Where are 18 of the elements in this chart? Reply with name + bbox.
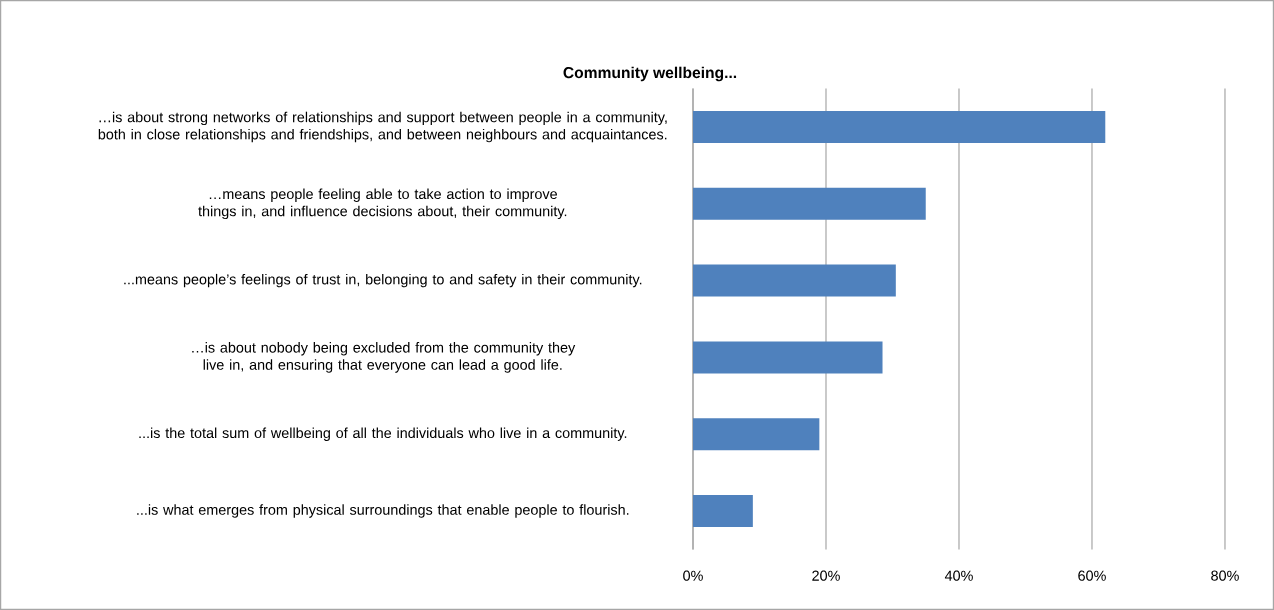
x-tick-label: 40%	[944, 570, 973, 581]
bar	[693, 264, 896, 297]
y-tick-label: ...is the total sum of wellbeing of all the individuals who live in a community.	[139, 427, 627, 441]
y-tick-label: …is about nobody being excluded from the community they live in, and ensuring that everyone can lead a good life.	[192, 342, 576, 373]
bar	[693, 418, 820, 451]
x-tick-label: 20%	[812, 570, 840, 581]
chart-title: Community wellbeing...	[563, 66, 737, 82]
bar	[693, 187, 926, 220]
x-tick-label: 80%	[1211, 570, 1239, 581]
bar	[693, 111, 1106, 144]
y-tick-label: …is about strong networks of relationships and support between people in a community, both in close relationships and friendships, and between neighbours and acquaintances.	[98, 111, 667, 143]
x-tick-label: 60%	[1078, 570, 1106, 581]
bar	[693, 341, 883, 374]
bar	[693, 494, 753, 527]
y-tick-label: ...means people’s feelings of trust in, belonging to and safety in their community.	[124, 273, 642, 288]
y-tick-label: …means people feeling able to take action to improve things in, and influence decisions about, their community.	[198, 188, 567, 220]
y-tick-label: ...is what emerges from physical surroundings that enable people to flourish.	[137, 504, 629, 518]
x-tick-label: 0%	[683, 570, 703, 581]
